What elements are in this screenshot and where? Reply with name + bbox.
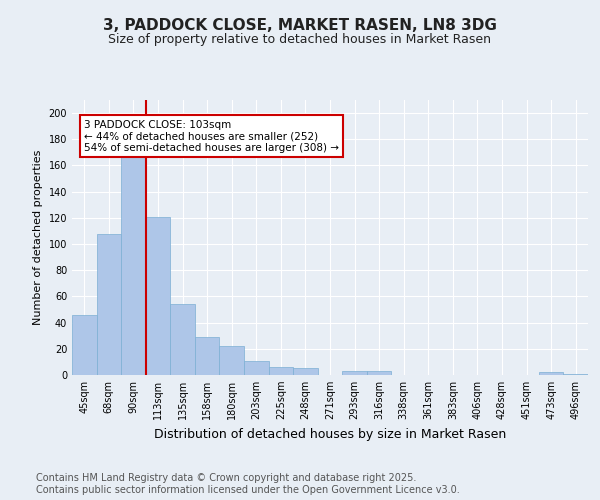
Bar	[539, 372, 563, 375]
X-axis label: Distribution of detached houses by size in Market Rasen: Distribution of detached houses by size …	[154, 428, 506, 440]
Bar	[293, 368, 318, 375]
Y-axis label: Number of detached properties: Number of detached properties	[33, 150, 43, 325]
Bar	[195, 337, 220, 375]
Bar	[563, 374, 588, 375]
Bar	[269, 367, 293, 375]
Bar	[244, 360, 269, 375]
Text: Size of property relative to detached houses in Market Rasen: Size of property relative to detached ho…	[109, 32, 491, 46]
Bar	[342, 371, 367, 375]
Bar	[146, 216, 170, 375]
Bar	[220, 346, 244, 375]
Bar	[367, 371, 391, 375]
Bar	[121, 156, 146, 375]
Bar	[97, 234, 121, 375]
Text: Contains HM Land Registry data © Crown copyright and database right 2025.
Contai: Contains HM Land Registry data © Crown c…	[36, 474, 460, 495]
Text: 3 PADDOCK CLOSE: 103sqm
← 44% of detached houses are smaller (252)
54% of semi-d: 3 PADDOCK CLOSE: 103sqm ← 44% of detache…	[84, 120, 339, 153]
Bar	[170, 304, 195, 375]
Bar	[72, 315, 97, 375]
Text: 3, PADDOCK CLOSE, MARKET RASEN, LN8 3DG: 3, PADDOCK CLOSE, MARKET RASEN, LN8 3DG	[103, 18, 497, 32]
